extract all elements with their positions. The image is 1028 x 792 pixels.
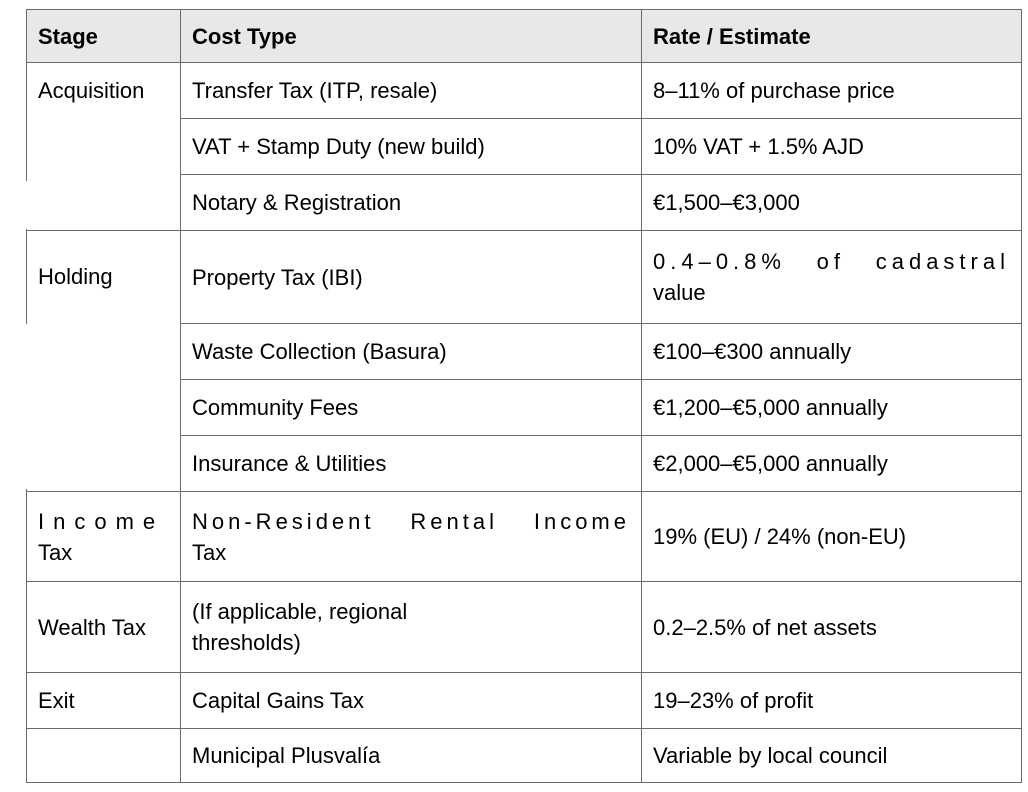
stage-line-2: Tax [38,539,73,565]
rate-cell-capital-gains: 19–23% of profit [641,672,1022,729]
table-row: VAT + Stamp Duty (new build) 10% VAT + 1… [27,118,1022,175]
stage-cell-exit: Exit [26,672,181,729]
cost-line-2: Tax [192,539,227,565]
table-row: Municipal Plusvalía Variable by local co… [26,728,1022,783]
cost-line-2: thresholds) [192,630,301,655]
rate-line-2: value [653,280,706,305]
table-row: Acquisition Transfer Tax (ITP, resale) 8… [26,62,1022,231]
cost-cell-property-tax-ibi: Property Tax (IBI) [180,230,642,324]
cost-cell-nonresident-rental: Non-Resident Rental Income Tax [180,491,642,582]
stage-cell-empty [26,728,181,783]
rate-cell-notary-registration: €1,500–€3,000 [641,174,1022,231]
header-stage: Stage [26,9,181,63]
cost-cell-notary-registration: Notary & Registration [180,174,642,231]
stage-line-1: Income [38,508,165,534]
rate-cell-community-fees: €1,200–€5,000 annually [641,379,1022,436]
table-row: Exit Capital Gains Tax 19–23% of profit [26,672,1022,729]
rate-cell-wealth-tax: 0.2–2.5% of net assets [641,581,1022,673]
rate-cell-waste-collection: €100–€300 annually [641,323,1022,380]
left-border-gap-artifact [25,324,28,489]
stage-cell-holding: Holding [26,230,181,492]
rate-cell-nonresident-rental: 19% (EU) / 24% (non-EU) [641,491,1022,582]
header-cost-type: Cost Type [180,9,642,63]
table-row: Holding Property Tax (IBI) 0.4–0.8% of c… [26,230,1022,492]
rate-cell-property-tax-ibi: 0.4–0.8% of cadastral value [641,230,1022,324]
stage-cell-income-tax: Income Tax [26,491,181,582]
cost-breakdown-table: Stage Cost Type Rate / Estimate Acquisit… [26,9,1022,783]
cost-cell-capital-gains: Capital Gains Tax [180,672,642,729]
table-row: Wealth Tax (If applicable, regional thre… [26,581,1022,673]
header-rate-estimate: Rate / Estimate [641,9,1022,63]
table-row: Income Tax Non-Resident Rental Income Ta… [26,491,1022,582]
cost-line-1: (If applicable, regional [192,599,408,624]
rate-cell-vat-stamp-duty: 10% VAT + 1.5% AJD [641,118,1022,175]
cost-cell-waste-collection: Waste Collection (Basura) [180,323,642,380]
cost-cell-vat-stamp-duty: VAT + Stamp Duty (new build) [180,118,642,175]
stage-cell-acquisition: Acquisition [26,62,181,231]
cost-line-1: Non-Resident Rental Income [192,508,630,534]
cost-cell-municipal-plusvalia: Municipal Plusvalía [180,728,642,783]
cost-cell-wealth-thresholds: (If applicable, regional thresholds) [180,581,642,673]
rate-cell-transfer-tax: 8–11% of purchase price [641,62,1022,119]
stage-cell-wealth-tax: Wealth Tax [26,581,181,673]
header-row: Stage Cost Type Rate / Estimate [26,9,1022,63]
cost-cell-community-fees: Community Fees [180,379,642,436]
table-row: Insurance & Utilities €2,000–€5,000 annu… [27,435,1022,492]
rate-cell-insurance-utilities: €2,000–€5,000 annually [641,435,1022,492]
rate-line-1: 0.4–0.8% of cadastral [653,249,1010,274]
cost-cell-transfer-tax: Transfer Tax (ITP, resale) [180,62,642,119]
cost-cell-insurance-utilities: Insurance & Utilities [180,435,642,492]
rate-cell-municipal-plusvalia: Variable by local council [641,728,1022,783]
left-border-gap-artifact [25,181,28,229]
